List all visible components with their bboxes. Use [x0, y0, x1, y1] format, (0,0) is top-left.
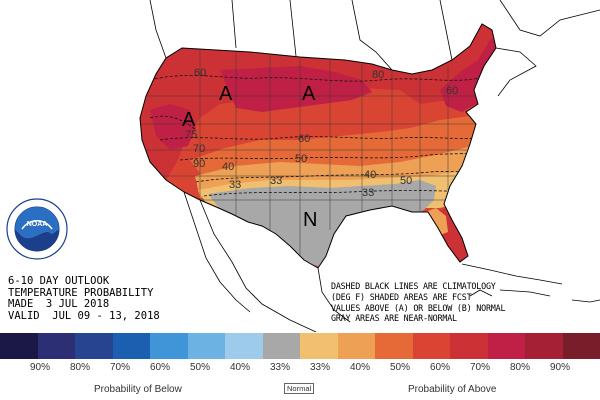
- legend-swatch-6: [225, 333, 263, 359]
- contour-label-50-east: 50: [400, 175, 412, 187]
- legend-tick-0: 90%: [29, 362, 50, 373]
- above-label-southwest: A: [182, 109, 196, 131]
- legend-above-label: Probability of Above: [408, 384, 497, 395]
- note-line-3: VALUES ABOVE (A) OR BELOW (B) NORMAL: [331, 302, 506, 313]
- valid-dates: VALID JUL 09 - 13, 2018: [8, 309, 160, 322]
- legend-tick-11: 70%: [469, 362, 490, 373]
- legend-tick-10: 60%: [429, 362, 450, 373]
- legend-swatch-4: [150, 333, 188, 359]
- legend-tick-8: 40%: [349, 362, 370, 373]
- legend-swatch-11: [412, 333, 450, 359]
- above-80-region-ne: [440, 30, 496, 112]
- legend-tick-6: 33%: [269, 362, 290, 373]
- above-label-plains: A: [302, 83, 316, 105]
- legend-swatch-3: [112, 333, 150, 359]
- legend-swatch-2: [75, 333, 113, 359]
- note-line-4: GRAY AREAS ARE NEAR-NORMAL: [331, 313, 457, 324]
- near-normal-region: [208, 180, 436, 268]
- made-date: MADE 3 JUL 2018: [8, 298, 110, 310]
- legend-tick-9: 50%: [389, 362, 410, 373]
- note-line-1: DASHED BLACK LINES ARE CLIMATOLOGY: [331, 281, 496, 291]
- legend-swatch-8: [300, 333, 338, 359]
- outlook-map: A A A N 60 75 70 90 40 33 60 50 33 40 50…: [6, 0, 600, 332]
- contour-label-80: 80: [372, 69, 384, 81]
- legend-tick-2: 70%: [109, 362, 130, 373]
- contour-label-75: 75: [185, 129, 197, 141]
- legend-swatch-13: [487, 333, 525, 359]
- contour-label-50-central: 50: [295, 153, 307, 165]
- legend-tick-1: 80%: [69, 362, 90, 373]
- outlook-title: 6-10 DAY OUTLOOK: [8, 275, 110, 287]
- legend-ticks: 90% 80% 70% 60% 50% 40% 33% 33% 40% 50% 60% 70% 80% 9…: [0, 362, 600, 373]
- outlook-variable: TEMPERATURE PROBABILITY: [8, 286, 154, 299]
- contour-label-60-nw: 60: [194, 67, 206, 79]
- noaa-logo-text: NOAA: [27, 221, 48, 228]
- legend-below-label: Probability of Below: [94, 384, 182, 395]
- note-line-2: (DEG F) SHADED AREAS ARE FCST: [331, 291, 472, 302]
- legend-swatch-0: [0, 333, 38, 359]
- legend-normal-label: Normal: [284, 383, 315, 394]
- legend-tick-7: 33%: [309, 362, 330, 373]
- above-label-west: A: [219, 83, 233, 105]
- legend-swatch-15: [562, 333, 600, 359]
- notes-block: DASHED BLACK LINES ARE CLIMATOLOGY (DEG …: [331, 281, 506, 324]
- normal-label-texas: N: [303, 209, 317, 231]
- legend-swatch-12: [450, 333, 488, 359]
- legend-swatch-5: [187, 333, 225, 359]
- contour-label-90: 90: [193, 158, 205, 170]
- legend-tick-13: 90%: [549, 362, 570, 373]
- legend-swatch-14: [525, 333, 563, 359]
- legend-tick-12: 80%: [509, 362, 530, 373]
- legend-tick-4: 50%: [189, 362, 210, 373]
- legend-swatch-1: [37, 333, 75, 359]
- legend-tick-3: 60%: [149, 362, 170, 373]
- legend-swatch-7: [262, 333, 300, 359]
- legend-swatches: [0, 333, 600, 359]
- contour-label-33-east: 33: [362, 187, 374, 199]
- legend-swatch-10: [375, 333, 413, 359]
- contour-label-40-west: 40: [222, 161, 234, 173]
- noaa-logo: NOAA: [6, 198, 68, 260]
- above-80-region: [220, 66, 372, 112]
- contour-label-33-central: 33: [270, 175, 282, 187]
- above-80-region-west: [150, 104, 196, 150]
- contour-label-33-west: 33: [229, 179, 241, 191]
- legend-swatch-9: [337, 333, 375, 359]
- title-block: 6-10 DAY OUTLOOK TEMPERATURE PROBABILITY…: [8, 275, 160, 322]
- contour-label-60-central: 60: [298, 133, 310, 145]
- contour-label-60-ne: 60: [446, 85, 458, 97]
- contour-label-70: 70: [193, 143, 205, 155]
- legend-tick-5: 40%: [229, 362, 250, 373]
- neighbor-outlines: [149, 0, 600, 332]
- conus-outline: [139, 23, 497, 269]
- contour-label-40-east: 40: [364, 169, 376, 181]
- probability-legend: 90% 80% 70% 60% 50% 40% 33% 33% 40% 50% 60% 70% 80% 9…: [0, 333, 600, 400]
- climatology-lines: [149, 75, 481, 197]
- state-boundaries: [140, 48, 480, 260]
